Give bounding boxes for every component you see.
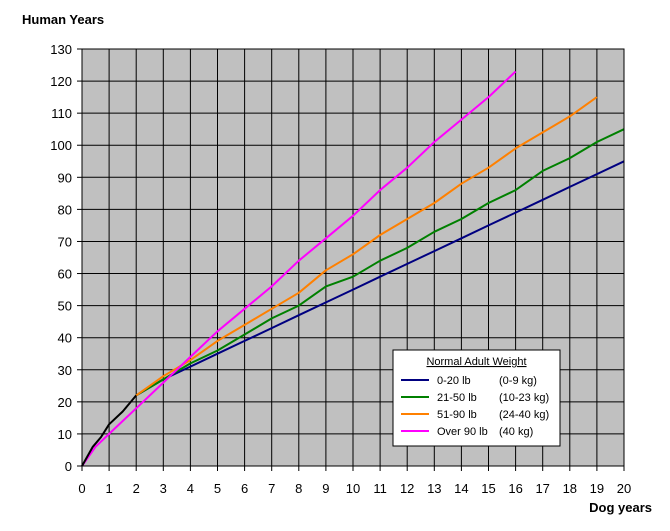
legend-label: 21-50 lb [437,392,477,404]
y-tick-label: 30 [58,363,72,378]
x-tick-label: 19 [590,481,604,496]
y-tick-label: 110 [51,106,72,121]
x-tick-label: 2 [133,481,140,496]
x-tick-label: 0 [78,481,85,496]
x-tick-label: 16 [508,481,522,496]
legend-label: Over 90 lb [437,426,488,438]
y-tick-label: 100 [50,138,72,153]
y-tick-label: 80 [58,202,72,217]
series-line [135,128,625,397]
y-axis-title: Human Years [22,12,105,27]
y-tick-label: 70 [58,234,72,249]
x-tick-label: 4 [187,481,194,496]
x-tick-label: 8 [295,481,302,496]
y-tick-label: 40 [58,331,72,346]
x-tick-label: 14 [454,481,468,496]
series-line [135,160,625,397]
x-tick-label: 18 [563,481,577,496]
x-tick-label: 1 [105,481,112,496]
x-tick-label: 6 [241,481,248,496]
y-tick-label: 0 [65,459,72,474]
legend: Normal Adult Weight 0-20 lb (0-9 kg) 21-50 … [392,349,561,447]
x-tick-label: 10 [346,481,360,496]
y-tick-label: 130 [50,42,72,57]
x-tick-label: 12 [400,481,414,496]
x-tick-label: 17 [535,481,549,496]
series-line [135,96,598,397]
legend-sublabel: (40 kg) [499,426,533,438]
legend-label: 0-20 lb [437,375,471,387]
y-tick-label: 90 [58,170,72,185]
legend-title: Normal Adult Weight [426,356,526,368]
series-line [81,70,517,467]
gridlines [81,48,625,467]
x-tick-label: 20 [617,481,631,496]
x-tick-label: 3 [160,481,167,496]
y-tick-label: 50 [58,299,72,314]
x-axis-title: Dog years [589,500,652,515]
legend-label: 51-90 lb [437,409,477,421]
x-tick-labels: 0 1 2 3 4 5 6 7 8 9 10 11 12 13 14 15 16 17 18 19 20 [78,466,631,496]
y-tick-labels: 0 10 20 30 40 50 60 70 80 90 100 110 120 130 [50,42,82,474]
y-tick-label: 20 [58,395,72,410]
legend-sublabel: (24-40 kg) [499,409,549,421]
y-tick-label: 10 [58,427,72,442]
legend-sublabel: (0-9 kg) [499,375,537,387]
legend-sublabel: (10-23 kg) [499,392,549,404]
series-group [81,70,625,467]
x-tick-label: 5 [214,481,221,496]
series-line [81,394,137,467]
x-tick-label: 11 [373,481,387,496]
x-tick-label: 15 [481,481,495,496]
x-tick-label: 7 [268,481,275,496]
y-tick-label: 60 [58,267,72,282]
x-tick-label: 13 [427,481,441,496]
y-tick-label: 120 [50,74,72,89]
x-tick-label: 9 [322,481,329,496]
